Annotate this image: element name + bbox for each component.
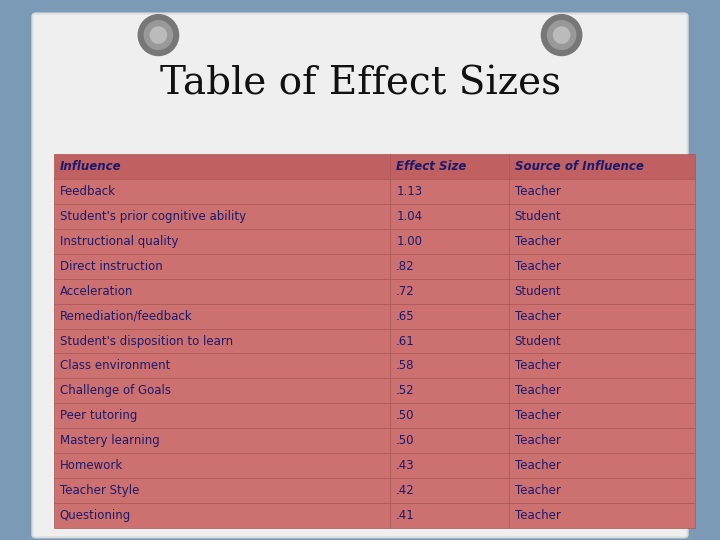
Bar [54,154,390,179]
Bar [54,428,390,453]
Text: .43: .43 [396,459,415,472]
Text: Influence: Influence [60,160,122,173]
Bar [54,303,390,328]
Bar [390,204,509,229]
Text: 1.13: 1.13 [396,185,423,198]
Bar [509,179,695,204]
Text: .65: .65 [396,309,415,322]
Text: Effect Size: Effect Size [396,160,467,173]
Bar [390,379,509,403]
Text: Class environment: Class environment [60,360,170,373]
Text: .50: .50 [396,409,415,422]
Text: .72: .72 [396,285,415,298]
Text: Direct instruction: Direct instruction [60,260,163,273]
Text: Student: Student [515,285,562,298]
Bar [509,229,695,254]
Text: .61: .61 [396,334,415,348]
Text: Teacher: Teacher [515,360,561,373]
Bar [509,503,695,528]
Bar [54,204,390,229]
Bar [54,328,390,354]
Bar [509,428,695,453]
Bar [390,354,509,379]
Text: Student: Student [515,210,562,223]
Text: Source of Influence: Source of Influence [515,160,644,173]
Text: Acceleration: Acceleration [60,285,133,298]
Text: Teacher Style: Teacher Style [60,484,139,497]
Text: Teacher: Teacher [515,309,561,322]
Bar [54,478,390,503]
Text: Student's disposition to learn: Student's disposition to learn [60,334,233,348]
Bar [390,403,509,428]
Text: .58: .58 [396,360,415,373]
Bar [509,303,695,328]
Bar [509,403,695,428]
Bar [54,279,390,303]
Bar [509,478,695,503]
Bar [390,254,509,279]
Bar [390,154,509,179]
Text: Instructional quality: Instructional quality [60,235,179,248]
Text: Student's prior cognitive ability: Student's prior cognitive ability [60,210,246,223]
Text: .42: .42 [396,484,415,497]
Bar [509,279,695,303]
Bar [390,478,509,503]
Bar [54,453,390,478]
Bar [54,503,390,528]
Ellipse shape [144,21,173,49]
Bar [509,453,695,478]
Ellipse shape [150,27,166,43]
Bar [390,279,509,303]
Text: Table of Effect Sizes: Table of Effect Sizes [160,65,560,102]
Bar [509,328,695,354]
Bar [54,229,390,254]
Text: Teacher: Teacher [515,260,561,273]
Text: .82: .82 [396,260,415,273]
Text: Questioning: Questioning [60,509,131,522]
Text: Homework: Homework [60,459,123,472]
Ellipse shape [138,15,179,56]
Text: Teacher: Teacher [515,384,561,397]
Text: Teacher: Teacher [515,235,561,248]
Bar [390,328,509,354]
Bar [509,379,695,403]
Text: Student: Student [515,334,562,348]
Text: Feedback: Feedback [60,185,116,198]
Text: Peer tutoring: Peer tutoring [60,409,137,422]
Bar [509,354,695,379]
Ellipse shape [541,15,582,56]
Text: 1.00: 1.00 [396,235,422,248]
FancyBboxPatch shape [32,14,688,537]
Bar [54,254,390,279]
Bar [509,254,695,279]
Bar [509,154,695,179]
Text: .41: .41 [396,509,415,522]
Text: Teacher: Teacher [515,409,561,422]
Bar [54,379,390,403]
Text: Teacher: Teacher [515,459,561,472]
Ellipse shape [554,27,570,43]
Text: Challenge of Goals: Challenge of Goals [60,384,171,397]
Text: Teacher: Teacher [515,509,561,522]
Text: Remediation/feedback: Remediation/feedback [60,309,192,322]
Bar [54,403,390,428]
Text: .50: .50 [396,434,415,447]
Text: Mastery learning: Mastery learning [60,434,160,447]
Ellipse shape [547,21,576,49]
Bar [390,428,509,453]
Bar [509,204,695,229]
Bar [54,179,390,204]
Bar [54,354,390,379]
Text: 1.04: 1.04 [396,210,423,223]
Bar [390,503,509,528]
Text: .52: .52 [396,384,415,397]
Bar [390,179,509,204]
Bar [390,229,509,254]
Bar [390,453,509,478]
Text: Teacher: Teacher [515,484,561,497]
Text: Teacher: Teacher [515,434,561,447]
Text: Teacher: Teacher [515,185,561,198]
Bar [390,303,509,328]
